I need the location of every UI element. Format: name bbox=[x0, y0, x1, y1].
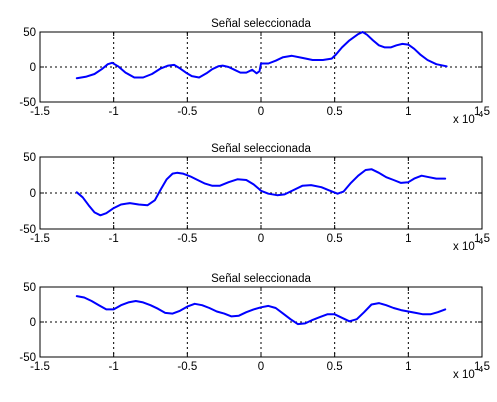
y-tick-label: -50 bbox=[19, 224, 36, 236]
subplot-1: -1.5 -1 -0.5 0 0.5 1 1.5 -50 0 50 Señal selecciona… bbox=[19, 18, 490, 126]
y-tick-label: 0 bbox=[30, 62, 36, 74]
y-tick-label: 0 bbox=[30, 317, 36, 329]
subplot-title: Señal seleccionada bbox=[211, 273, 311, 285]
x-tick-label: 1 bbox=[405, 361, 411, 373]
x-tick-label: 0 bbox=[258, 361, 264, 373]
signal-line bbox=[75, 168, 447, 217]
subplot-title: Señal seleccionada bbox=[211, 143, 311, 155]
signal-line bbox=[75, 295, 447, 326]
x-tick-label: -1 bbox=[109, 361, 119, 373]
x-tick-label: -1 bbox=[109, 233, 119, 245]
x-tick-label: -0.5 bbox=[177, 361, 197, 373]
x-tick-label: 0.5 bbox=[327, 106, 343, 118]
x-scale-exponent: -4 bbox=[476, 365, 484, 374]
x-tick-label: 1.5 bbox=[474, 361, 490, 373]
x-scale-factor: x 10 bbox=[453, 241, 475, 253]
subplot-3: -1.5 -1 -0.5 0 0.5 1 1.5 -50 0 50 Señal selecciona… bbox=[19, 273, 490, 381]
subplot-2: -1.5 -1 -0.5 0 0.5 1 1.5 -50 0 50 Señal selecciona… bbox=[19, 143, 490, 253]
y-tick-label: 0 bbox=[30, 188, 36, 200]
signal-line bbox=[75, 31, 448, 80]
x-tick-label: 0.5 bbox=[327, 361, 343, 373]
x-tick-label: 1.5 bbox=[474, 106, 490, 118]
x-tick-label: -1.5 bbox=[30, 106, 50, 118]
x-tick-label: 0 bbox=[258, 106, 264, 118]
x-scale-exponent: -4 bbox=[476, 110, 484, 119]
x-tick-label: -0.5 bbox=[177, 233, 197, 245]
x-scale-exponent: -4 bbox=[476, 237, 484, 246]
y-tick-label: -50 bbox=[19, 352, 36, 364]
x-tick-label: 0 bbox=[258, 233, 264, 245]
y-tick-label: -50 bbox=[19, 97, 36, 109]
x-scale-factor: x 10 bbox=[453, 369, 475, 381]
x-tick-label: 0.5 bbox=[327, 233, 343, 245]
y-tick-label: 50 bbox=[23, 282, 36, 294]
x-scale-factor: x 10 bbox=[453, 114, 475, 126]
x-tick-label: 1.5 bbox=[474, 233, 490, 245]
y-tick-label: 50 bbox=[23, 152, 36, 164]
x-tick-label: -1.5 bbox=[30, 361, 50, 373]
x-tick-label: 1 bbox=[405, 233, 411, 245]
x-tick-label: -1 bbox=[109, 106, 119, 118]
x-tick-label: -1.5 bbox=[30, 233, 50, 245]
subplot-title: Señal seleccionada bbox=[211, 18, 311, 30]
x-tick-label: 1 bbox=[405, 106, 411, 118]
y-tick-label: 50 bbox=[23, 27, 36, 39]
x-tick-label: -0.5 bbox=[177, 106, 197, 118]
